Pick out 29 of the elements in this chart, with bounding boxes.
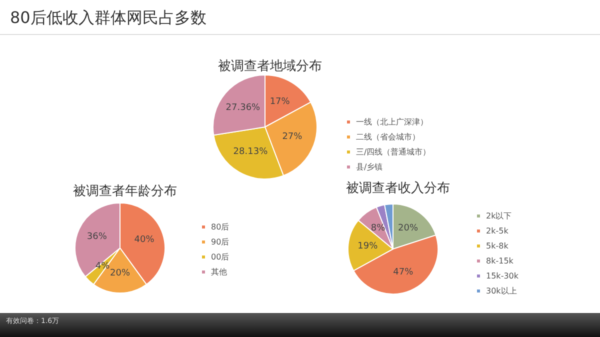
legend-label: 5k-8k [486, 242, 509, 250]
legend-label: 8k-15k [486, 256, 514, 266]
legend-label: 县/乡镇 [356, 162, 383, 172]
legend-label: 一线（北上广深津） [356, 118, 428, 126]
data-label: 28.13% [233, 147, 268, 158]
chart-title: 被调查者收入分布 [346, 181, 450, 196]
legend-label: 其他 [211, 268, 227, 276]
legend-label: 30k以上 [486, 286, 517, 296]
data-label: 40% [134, 235, 155, 246]
legend-label: 二线（省会城市） [356, 132, 420, 142]
data-label: 27% [282, 132, 303, 142]
legend-label: 90后 [211, 238, 230, 246]
chart-title: 被调查者地域分布 [218, 59, 322, 74]
legend-label: 15k-30k [486, 272, 519, 280]
legend-label: 2k以下 [486, 212, 512, 220]
data-label: 27.36% [226, 103, 261, 114]
legend-label: 80后 [211, 222, 230, 232]
data-label: 19% [358, 242, 378, 252]
text: 80后低收入群体网民占多数 [10, 8, 206, 29]
data-label: 20% [398, 223, 418, 234]
data-label: 20% [110, 268, 130, 278]
legend-label: 2k-5k [486, 226, 509, 236]
data-label: 47% [393, 267, 414, 278]
legend-label: 三/四线（普通城市） [356, 148, 431, 156]
data-label: 17% [270, 97, 290, 108]
data-label: 8% [370, 223, 386, 234]
chart-title: 被调查者年龄分布 [73, 184, 177, 199]
data-label: 36% [86, 232, 108, 242]
legend-label: 00后 [211, 252, 230, 262]
